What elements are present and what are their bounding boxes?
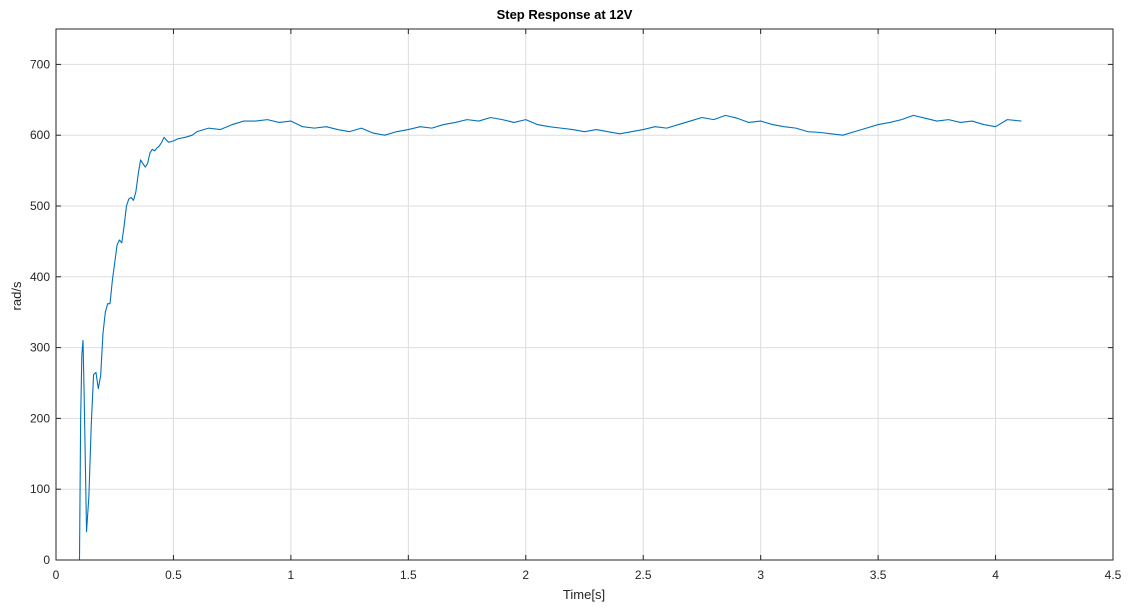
y-tick-label: 400 xyxy=(30,270,50,284)
x-tick-label: 1.5 xyxy=(400,568,417,582)
y-tick-label: 0 xyxy=(43,553,50,567)
x-tick-label: 2.5 xyxy=(635,568,652,582)
x-tick-label: 3 xyxy=(757,568,764,582)
y-tick-label: 300 xyxy=(30,341,50,355)
grid xyxy=(56,29,1113,560)
x-tick-label: 4 xyxy=(992,568,999,582)
y-tick-label: 700 xyxy=(30,57,50,71)
series-layer xyxy=(78,114,1022,561)
y-axis-label: rad/s xyxy=(9,281,24,310)
axes-box xyxy=(55,28,1114,561)
y-tick-label: 200 xyxy=(30,411,50,425)
x-tick-label: 1 xyxy=(288,568,295,582)
chart-title: Step Response at 12V xyxy=(497,7,633,22)
x-tick-label: 0 xyxy=(53,568,60,582)
x-tick-label: 3.5 xyxy=(870,568,887,582)
x-tick-label: 2 xyxy=(522,568,529,582)
x-tick-label: 4.5 xyxy=(1105,568,1122,582)
x-axis-label: Time[s] xyxy=(563,587,605,602)
x-tick-label: 0.5 xyxy=(165,568,182,582)
y-tick-label: 100 xyxy=(30,482,50,496)
ticks: 0 0.5 1 1.5 2 2.5 3 3.5 4 4.5 0 100 200 300 400 500 600 7… xyxy=(30,29,1122,582)
y-tick-label: 600 xyxy=(30,128,50,142)
y-tick-label: 500 xyxy=(30,199,50,213)
series-line xyxy=(78,114,1022,561)
